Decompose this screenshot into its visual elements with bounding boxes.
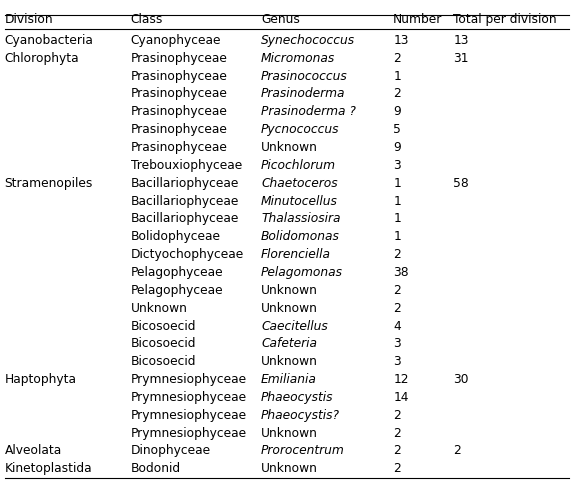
Text: Bicosoecid: Bicosoecid bbox=[131, 319, 196, 332]
Text: Cafeteria: Cafeteria bbox=[261, 337, 317, 349]
Text: Prymnesiophyceae: Prymnesiophyceae bbox=[131, 408, 247, 421]
Text: Prasinophyceae: Prasinophyceae bbox=[131, 52, 228, 65]
Text: 3: 3 bbox=[393, 354, 401, 367]
Text: 2: 2 bbox=[393, 248, 401, 260]
Text: Bacillariophyceae: Bacillariophyceae bbox=[131, 194, 239, 207]
Text: 9: 9 bbox=[393, 105, 401, 118]
Text: Haptophyta: Haptophyta bbox=[5, 372, 76, 385]
Text: Phaeocystis: Phaeocystis bbox=[261, 390, 333, 403]
Text: Genus: Genus bbox=[261, 13, 300, 26]
Text: Prasinococcus: Prasinococcus bbox=[261, 70, 348, 82]
Text: Prasinophyceae: Prasinophyceae bbox=[131, 141, 228, 154]
Text: Prasinophyceae: Prasinophyceae bbox=[131, 123, 228, 136]
Text: 2: 2 bbox=[393, 408, 401, 421]
Text: Florenciella: Florenciella bbox=[261, 248, 331, 260]
Text: Dictyochophyceae: Dictyochophyceae bbox=[131, 248, 244, 260]
Text: Bicosoecid: Bicosoecid bbox=[131, 337, 196, 349]
Text: Synechococcus: Synechococcus bbox=[261, 34, 355, 47]
Text: Prymnesiophyceae: Prymnesiophyceae bbox=[131, 426, 247, 439]
Text: Unknown: Unknown bbox=[261, 301, 318, 314]
Text: 1: 1 bbox=[393, 212, 401, 225]
Text: 2: 2 bbox=[393, 301, 401, 314]
Text: Cyanobacteria: Cyanobacteria bbox=[5, 34, 94, 47]
Text: 1: 1 bbox=[393, 176, 401, 189]
Text: Unknown: Unknown bbox=[261, 354, 318, 367]
Text: 13: 13 bbox=[393, 34, 409, 47]
Text: 5: 5 bbox=[393, 123, 401, 136]
Text: 58: 58 bbox=[453, 176, 469, 189]
Text: Dinophyceae: Dinophyceae bbox=[131, 443, 211, 456]
Text: Chaetoceros: Chaetoceros bbox=[261, 176, 338, 189]
Text: Phaeocystis?: Phaeocystis? bbox=[261, 408, 340, 421]
Text: 2: 2 bbox=[393, 52, 401, 65]
Text: Alveolata: Alveolata bbox=[5, 443, 62, 456]
Text: Total per division: Total per division bbox=[453, 13, 557, 26]
Text: 9: 9 bbox=[393, 141, 401, 154]
Text: Micromonas: Micromonas bbox=[261, 52, 335, 65]
Text: Division: Division bbox=[5, 13, 53, 26]
Text: Thalassiosira: Thalassiosira bbox=[261, 212, 341, 225]
Text: Unknown: Unknown bbox=[131, 301, 188, 314]
Text: Cyanophyceae: Cyanophyceae bbox=[131, 34, 222, 47]
Text: Picochlorum: Picochlorum bbox=[261, 159, 336, 171]
Text: Prasinophyceae: Prasinophyceae bbox=[131, 105, 228, 118]
Text: 12: 12 bbox=[393, 372, 409, 385]
Text: 2: 2 bbox=[393, 426, 401, 439]
Text: Bicosoecid: Bicosoecid bbox=[131, 354, 196, 367]
Text: Bacillariophyceae: Bacillariophyceae bbox=[131, 176, 239, 189]
Text: 2: 2 bbox=[393, 283, 401, 296]
Text: 13: 13 bbox=[453, 34, 469, 47]
Text: 2: 2 bbox=[453, 443, 461, 456]
Text: Caecitellus: Caecitellus bbox=[261, 319, 328, 332]
Text: Prasinophyceae: Prasinophyceae bbox=[131, 70, 228, 82]
Text: 4: 4 bbox=[393, 319, 401, 332]
Text: 1: 1 bbox=[393, 70, 401, 82]
Text: 3: 3 bbox=[393, 337, 401, 349]
Text: 14: 14 bbox=[393, 390, 409, 403]
Text: 2: 2 bbox=[393, 443, 401, 456]
Text: Prorocentrum: Prorocentrum bbox=[261, 443, 345, 456]
Text: 1: 1 bbox=[393, 194, 401, 207]
Text: Bolidomonas: Bolidomonas bbox=[261, 230, 340, 243]
Text: Bodonid: Bodonid bbox=[131, 461, 181, 474]
Text: Prasinoderma: Prasinoderma bbox=[261, 87, 346, 100]
Text: Stramenopiles: Stramenopiles bbox=[5, 176, 93, 189]
Text: Unknown: Unknown bbox=[261, 141, 318, 154]
Text: 3: 3 bbox=[393, 159, 401, 171]
Text: Number: Number bbox=[393, 13, 443, 26]
Text: 2: 2 bbox=[393, 87, 401, 100]
Text: Bolidophyceae: Bolidophyceae bbox=[131, 230, 221, 243]
Text: 1: 1 bbox=[393, 230, 401, 243]
Text: Pelagomonas: Pelagomonas bbox=[261, 265, 343, 278]
Text: Unknown: Unknown bbox=[261, 426, 318, 439]
Text: Prasinophyceae: Prasinophyceae bbox=[131, 87, 228, 100]
Text: Pelagophyceae: Pelagophyceae bbox=[131, 283, 223, 296]
Text: 2: 2 bbox=[393, 461, 401, 474]
Text: 30: 30 bbox=[453, 372, 469, 385]
Text: Prasinoderma ?: Prasinoderma ? bbox=[261, 105, 356, 118]
Text: 38: 38 bbox=[393, 265, 409, 278]
Text: Prymnesiophyceae: Prymnesiophyceae bbox=[131, 390, 247, 403]
Text: Minutocellus: Minutocellus bbox=[261, 194, 338, 207]
Text: Trebouxiophyceae: Trebouxiophyceae bbox=[131, 159, 242, 171]
Text: Pelagophyceae: Pelagophyceae bbox=[131, 265, 223, 278]
Text: Unknown: Unknown bbox=[261, 461, 318, 474]
Text: 31: 31 bbox=[453, 52, 469, 65]
Text: Pycnococcus: Pycnococcus bbox=[261, 123, 340, 136]
Text: Chlorophyta: Chlorophyta bbox=[5, 52, 79, 65]
Text: Emiliania: Emiliania bbox=[261, 372, 317, 385]
Text: Unknown: Unknown bbox=[261, 283, 318, 296]
Text: Bacillariophyceae: Bacillariophyceae bbox=[131, 212, 239, 225]
Text: Kinetoplastida: Kinetoplastida bbox=[5, 461, 92, 474]
Text: Prymnesiophyceae: Prymnesiophyceae bbox=[131, 372, 247, 385]
Text: Class: Class bbox=[131, 13, 163, 26]
